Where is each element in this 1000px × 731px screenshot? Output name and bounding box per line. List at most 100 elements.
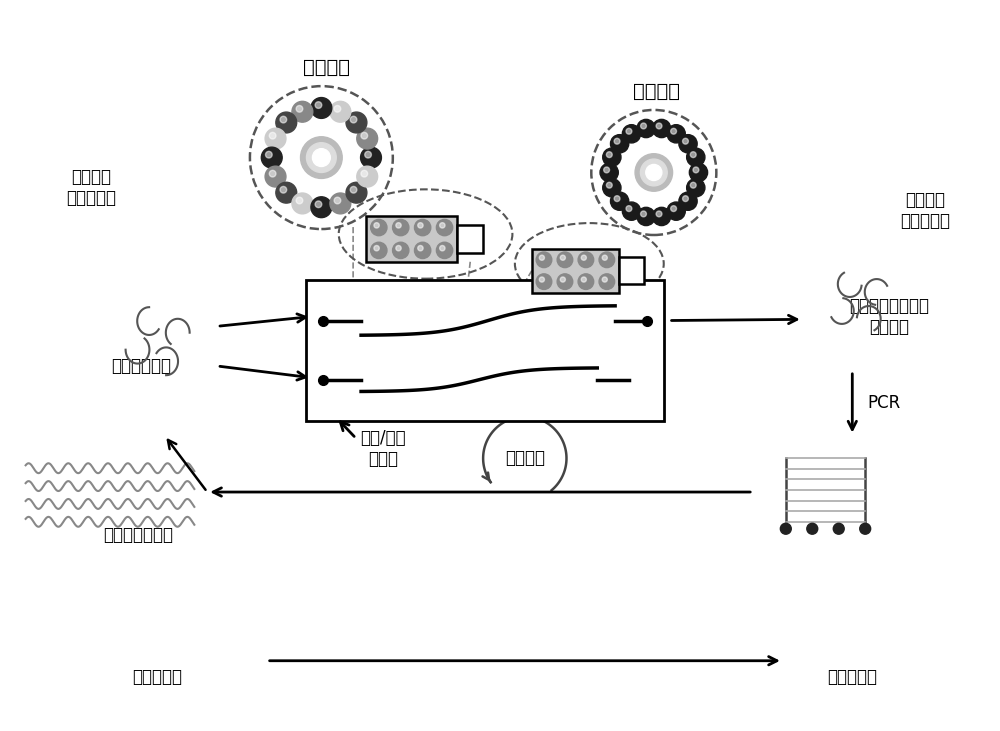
Circle shape: [292, 193, 313, 214]
Circle shape: [315, 201, 322, 208]
Circle shape: [396, 246, 401, 251]
Circle shape: [315, 102, 322, 108]
Circle shape: [604, 167, 610, 173]
Circle shape: [361, 147, 381, 168]
Circle shape: [780, 523, 791, 534]
Circle shape: [296, 197, 303, 204]
Circle shape: [690, 152, 696, 158]
Circle shape: [393, 242, 409, 259]
Circle shape: [374, 223, 379, 228]
Circle shape: [276, 112, 297, 133]
Text: 克隆和测序: 克隆和测序: [827, 667, 877, 686]
Circle shape: [374, 246, 379, 251]
Circle shape: [296, 105, 303, 112]
Circle shape: [599, 274, 615, 289]
Circle shape: [671, 205, 677, 211]
Circle shape: [536, 274, 552, 289]
Circle shape: [807, 523, 818, 534]
Bar: [532, 249, 619, 292]
Circle shape: [578, 252, 594, 268]
Circle shape: [539, 255, 544, 260]
Circle shape: [656, 211, 662, 217]
Circle shape: [393, 219, 409, 235]
Text: 亲和力测定: 亲和力测定: [133, 667, 183, 686]
Circle shape: [361, 170, 368, 177]
Text: 反筛单元: 反筛单元: [303, 58, 350, 77]
Circle shape: [292, 102, 313, 122]
Circle shape: [860, 523, 871, 534]
Circle shape: [600, 163, 618, 181]
Circle shape: [637, 119, 655, 137]
Circle shape: [622, 125, 641, 143]
Circle shape: [667, 202, 685, 220]
Circle shape: [330, 102, 351, 122]
Circle shape: [311, 97, 332, 118]
Circle shape: [640, 159, 667, 186]
Circle shape: [635, 154, 673, 192]
Circle shape: [687, 178, 705, 197]
Circle shape: [626, 129, 632, 135]
Circle shape: [599, 252, 615, 268]
Circle shape: [557, 252, 573, 268]
Circle shape: [280, 116, 287, 123]
Circle shape: [606, 152, 612, 158]
Bar: [457, 225, 483, 253]
Text: 与肌红蛋白结合的
核酸文库: 与肌红蛋白结合的 核酸文库: [849, 297, 929, 336]
Circle shape: [671, 129, 677, 135]
Circle shape: [396, 223, 401, 228]
Circle shape: [276, 182, 297, 203]
Circle shape: [261, 147, 282, 168]
Circle shape: [614, 196, 620, 202]
Circle shape: [602, 255, 607, 260]
Text: 多个循环: 多个循环: [505, 450, 545, 467]
Circle shape: [311, 197, 332, 218]
Circle shape: [683, 196, 688, 202]
Circle shape: [626, 205, 632, 211]
Circle shape: [371, 242, 387, 259]
Circle shape: [365, 151, 371, 158]
Circle shape: [581, 277, 586, 282]
Circle shape: [557, 274, 573, 289]
Circle shape: [334, 105, 341, 112]
Circle shape: [652, 119, 671, 137]
Circle shape: [693, 167, 699, 173]
Bar: [619, 257, 644, 284]
Circle shape: [269, 132, 276, 139]
Circle shape: [683, 138, 688, 144]
Circle shape: [689, 163, 708, 181]
Circle shape: [414, 242, 431, 259]
Circle shape: [539, 277, 544, 282]
Circle shape: [357, 128, 378, 149]
Circle shape: [603, 148, 621, 167]
Circle shape: [265, 166, 286, 187]
Circle shape: [578, 274, 594, 289]
Circle shape: [265, 128, 286, 149]
Circle shape: [350, 186, 357, 193]
Circle shape: [346, 112, 367, 133]
Circle shape: [371, 219, 387, 235]
Circle shape: [622, 202, 641, 220]
Circle shape: [536, 252, 552, 268]
Circle shape: [656, 123, 662, 129]
Circle shape: [646, 164, 662, 181]
Circle shape: [280, 186, 287, 193]
Text: 反筛蛋白
修饰的微珠: 反筛蛋白 修饰的微珠: [66, 168, 116, 207]
Circle shape: [414, 219, 431, 235]
Circle shape: [418, 223, 423, 228]
Bar: [366, 216, 457, 262]
Circle shape: [440, 246, 445, 251]
Circle shape: [330, 193, 351, 214]
Circle shape: [269, 170, 276, 177]
Circle shape: [301, 137, 342, 178]
Text: 肌红蛋白
修饰的微珠: 肌红蛋白 修饰的微珠: [900, 191, 950, 230]
Circle shape: [637, 208, 655, 226]
Text: 初始核酸文库: 初始核酸文库: [111, 357, 171, 375]
Circle shape: [606, 182, 612, 188]
Circle shape: [641, 211, 646, 217]
Circle shape: [667, 125, 685, 143]
Circle shape: [652, 208, 671, 226]
Circle shape: [679, 192, 697, 211]
Circle shape: [306, 143, 336, 173]
Text: PCR: PCR: [867, 394, 900, 412]
Circle shape: [334, 197, 341, 204]
